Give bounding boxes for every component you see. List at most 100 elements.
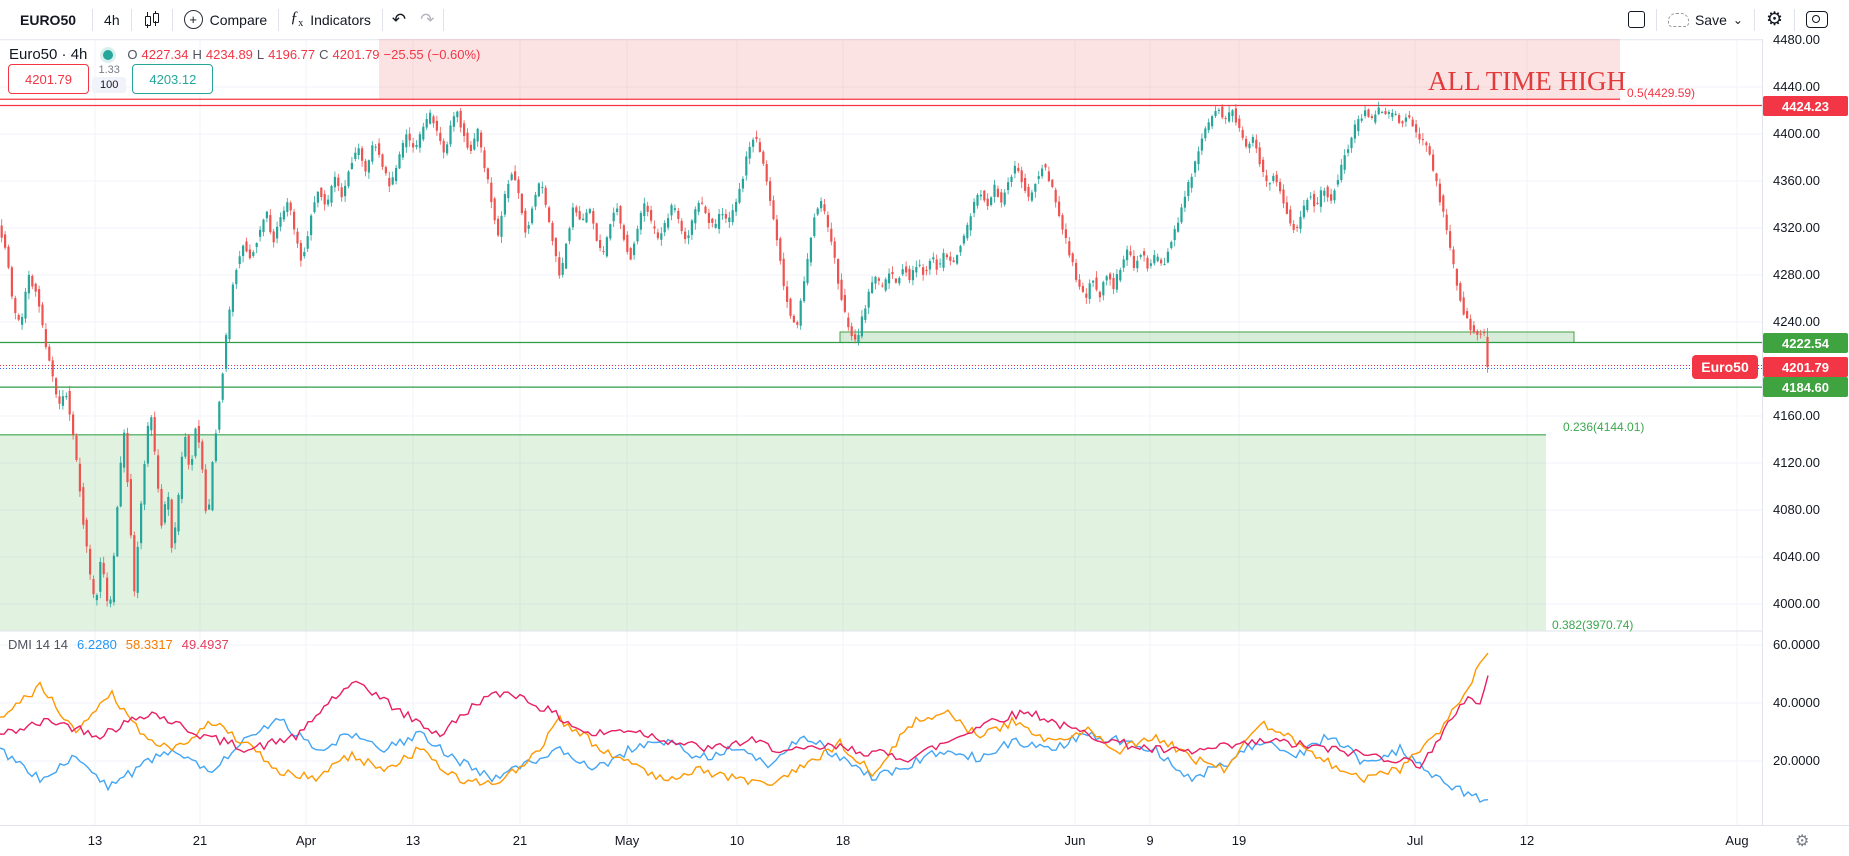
candle-body	[299, 243, 302, 261]
candle-body	[350, 162, 353, 169]
buy-button[interactable]: 4203.12	[132, 64, 214, 94]
candle-body	[279, 217, 282, 227]
candle-body	[786, 286, 789, 302]
quantity-value: 100	[92, 77, 127, 93]
candle-body	[398, 154, 401, 169]
all-time-high-annotation[interactable]: ALL TIME HIGH	[1428, 66, 1626, 96]
candle-body	[697, 202, 700, 212]
candle-body	[483, 150, 486, 169]
candle-body	[1071, 253, 1074, 263]
candle-body	[1381, 112, 1384, 114]
candle-body	[163, 504, 166, 523]
candle-body	[854, 334, 857, 340]
time-tick-label: 12	[1519, 833, 1535, 848]
layout-panel-button[interactable]	[1619, 6, 1654, 34]
ath-supply-zone[interactable]	[379, 39, 1620, 100]
candle-body	[255, 243, 258, 248]
candle-body	[687, 235, 690, 239]
price-tick-label: 4000.00	[1773, 596, 1820, 611]
save-button[interactable]: Save ⌄	[1659, 6, 1752, 34]
candle-body	[905, 266, 908, 273]
candle-body	[245, 241, 248, 252]
candle-body	[1326, 186, 1329, 198]
candle-body	[996, 188, 999, 197]
candle-body	[7, 246, 10, 268]
candle-body	[0, 225, 3, 238]
candle-body	[1275, 174, 1278, 183]
candle-body	[48, 346, 51, 361]
candle-body	[830, 228, 833, 242]
candle-body	[918, 264, 921, 266]
interval-button[interactable]: 4h	[104, 11, 120, 28]
candle-body	[1132, 255, 1135, 268]
candle-body	[85, 519, 88, 547]
price-tick-label: 4280.00	[1773, 267, 1820, 282]
candle-body	[578, 211, 581, 220]
candle-body	[102, 562, 105, 575]
close-key: C	[319, 47, 329, 62]
undo-button[interactable]: ↶	[391, 9, 407, 29]
candle-body	[187, 435, 190, 465]
candle-body	[626, 234, 629, 252]
candle-body	[1367, 109, 1370, 117]
time-tick-label: Jul	[1406, 833, 1424, 848]
indicators-button[interactable]: ƒx Indicators	[281, 6, 380, 34]
candle-body	[449, 125, 452, 145]
candle-body	[551, 222, 554, 242]
candle-body	[330, 186, 333, 203]
candle-body	[745, 156, 748, 176]
time-tick-label: 10	[729, 833, 745, 848]
candle-body	[72, 414, 75, 436]
candle-body	[1285, 202, 1288, 214]
candle-body	[667, 218, 670, 228]
candle-body	[435, 120, 438, 131]
candle-body	[1190, 176, 1193, 188]
candle-body	[136, 546, 139, 593]
symbol-button[interactable]: EURO50	[20, 11, 77, 28]
candle-body	[826, 215, 829, 228]
candle-body	[962, 235, 965, 244]
candle-body	[1299, 216, 1302, 229]
candle-body	[1268, 183, 1271, 185]
snapshot-button[interactable]	[1797, 6, 1837, 34]
candle-body	[622, 225, 625, 240]
retest-box[interactable]	[840, 331, 1574, 343]
chart-settings-button[interactable]: ⚙	[1757, 6, 1792, 34]
candle-body	[707, 212, 710, 223]
price-axis[interactable]: 4480.00 4440.00 4400.00 4360.00 4320.00 4280.…	[1762, 32, 1849, 825]
candle-body	[405, 134, 408, 148]
candle-body	[860, 316, 863, 337]
price-tick-label: 4440.00	[1773, 79, 1820, 94]
trading-panel: 4201.79 1.33 100 4203.12	[8, 64, 214, 94]
candle-body	[847, 317, 850, 328]
toolbar-divider	[130, 8, 132, 31]
demand-zone[interactable]	[0, 434, 1546, 631]
chart-canvas[interactable]	[0, 39, 1762, 825]
close-value: 4201.79	[332, 47, 380, 62]
candle-body	[527, 225, 530, 229]
time-axis[interactable]: ⚙ 13 21 Apr 13 21 May 10 18 Jun 9 19 Jul 12 Aug	[0, 825, 1849, 856]
candle-body	[1122, 259, 1125, 268]
candle-body	[935, 259, 938, 270]
candle-body	[1102, 282, 1105, 296]
top-toolbar: EURO50 4h + Compare ƒx Indicators ↶ ↷ Sa…	[0, 0, 1849, 40]
chart-style-button[interactable]	[134, 6, 170, 34]
redo-button[interactable]: ↷	[420, 9, 435, 29]
axis-settings-gear-icon[interactable]: ⚙	[1795, 833, 1810, 850]
candle-body	[1177, 222, 1180, 232]
candle-body	[415, 144, 418, 147]
series-legend[interactable]: Euro50 · 4h O 4227.34 H 4234.89 L 4196.77 C…	[9, 46, 480, 63]
price-tag-support: 4184.60	[1763, 377, 1848, 397]
dmi-name: DMI 14 14	[8, 637, 69, 652]
indicators-label: Indicators	[310, 11, 371, 28]
candle-body	[1313, 193, 1316, 207]
candle-body	[1051, 179, 1054, 187]
candle-body	[1251, 137, 1254, 143]
dmi-indicator-legend[interactable]: DMI 14 14 6.2280 58.3317 49.4937	[8, 637, 229, 652]
quantity-stepper[interactable]: 1.33 100	[92, 64, 127, 93]
candle-body	[752, 139, 755, 147]
candle-body	[680, 220, 683, 232]
compare-button[interactable]: + Compare	[175, 6, 277, 34]
sell-button[interactable]: 4201.79	[8, 64, 89, 94]
candle-body	[1306, 199, 1309, 210]
